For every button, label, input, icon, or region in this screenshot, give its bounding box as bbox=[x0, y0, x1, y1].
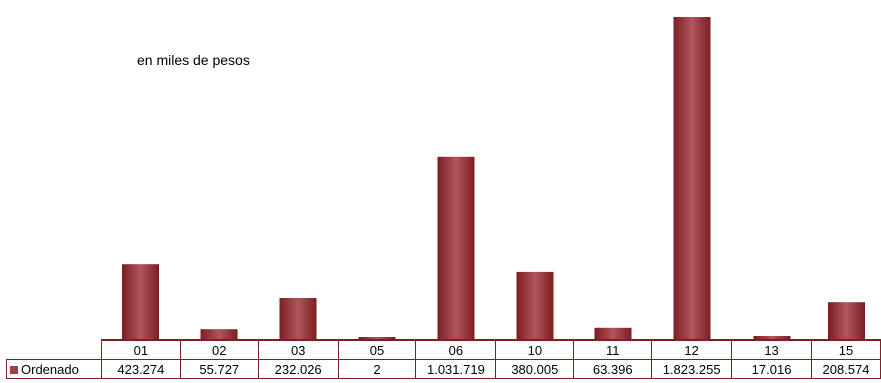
value-label-05: 2 bbox=[337, 359, 417, 379]
category-row: 01 02 03 05 06 10 11 12 13 15 bbox=[6, 340, 881, 360]
value-row: Ordenado 423.274 55.727 232.026 2 1.031.719 3… bbox=[6, 359, 881, 379]
category-label-11: 11 bbox=[573, 340, 653, 360]
value-label-10: 380.005 bbox=[495, 359, 575, 379]
category-label-02: 02 bbox=[179, 340, 259, 360]
bar-12 bbox=[673, 17, 711, 339]
legend-label: Ordenado bbox=[21, 361, 79, 377]
legend-swatch bbox=[10, 365, 18, 374]
category-label-10: 10 bbox=[495, 340, 575, 360]
category-label-06: 06 bbox=[415, 340, 497, 360]
chart-subtitle: en miles de pesos bbox=[137, 52, 250, 68]
category-label-13: 13 bbox=[731, 340, 812, 360]
value-label-06: 1.031.719 bbox=[415, 359, 497, 379]
bar-05 bbox=[358, 337, 396, 339]
value-label-12: 1.823.255 bbox=[651, 359, 733, 379]
category-label-05: 05 bbox=[337, 340, 417, 360]
data-table: 01 02 03 05 06 10 11 12 13 15 Ordenado 423.274 55.… bbox=[6, 340, 881, 379]
bar-01 bbox=[122, 264, 159, 339]
value-label-03: 232.026 bbox=[257, 359, 339, 379]
bar-02 bbox=[200, 329, 238, 339]
bar-chart bbox=[101, 17, 881, 340]
bar-15 bbox=[828, 302, 865, 339]
value-label-13: 17.016 bbox=[731, 359, 812, 379]
bar-10 bbox=[516, 271, 554, 339]
value-label-11: 63.396 bbox=[573, 359, 653, 379]
category-label-01: 01 bbox=[100, 340, 181, 360]
table-corner bbox=[6, 340, 102, 360]
bar-series-ordenado bbox=[122, 17, 865, 339]
category-label-03: 03 bbox=[257, 340, 339, 360]
category-label-15: 15 bbox=[810, 340, 881, 360]
bar-11 bbox=[594, 327, 632, 339]
value-label-15: 208.574 bbox=[810, 359, 881, 379]
value-label-02: 55.727 bbox=[179, 359, 259, 379]
category-label-12: 12 bbox=[651, 340, 733, 360]
bar-06 bbox=[437, 156, 475, 339]
bar-13 bbox=[753, 336, 791, 339]
legend-entry: Ordenado bbox=[6, 359, 102, 379]
bar-03 bbox=[279, 298, 317, 339]
value-label-01: 423.274 bbox=[100, 359, 181, 379]
